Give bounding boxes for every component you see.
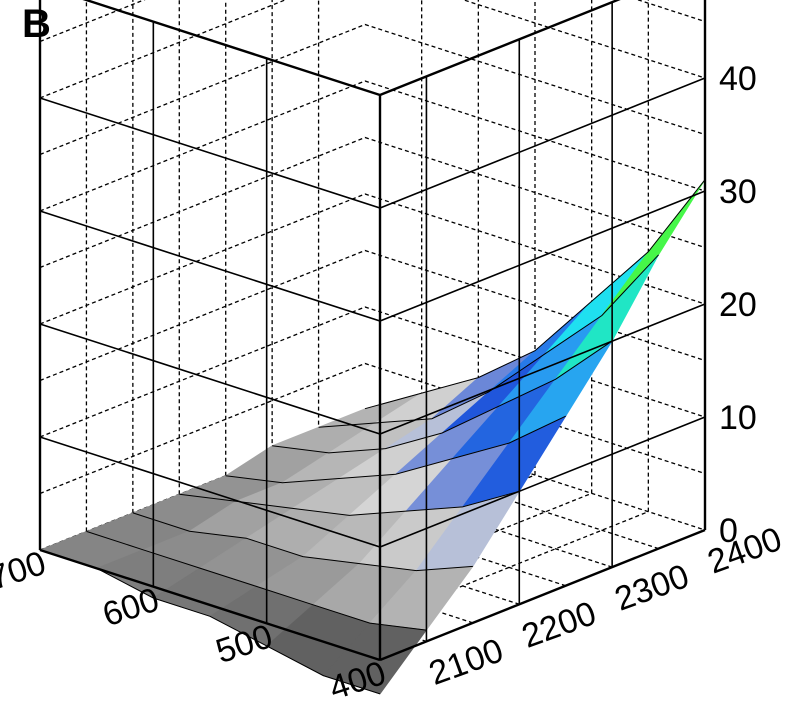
surface-patch [555, 254, 659, 380]
frame-edge [379, 528, 706, 662]
x-tick-label: 600 [98, 581, 164, 635]
y-tick-label: 2100 [424, 631, 508, 693]
z-tick-label: 10 [719, 399, 757, 437]
grid-line-z-solid [39, 77, 706, 209]
surface-mesh-line [364, 179, 706, 410]
surface-plot [38, 179, 706, 695]
grid-line-z [39, 23, 706, 156]
surface-mesh-line [318, 254, 659, 428]
frame-edge [82, 0, 381, 97]
axes-frame [38, 0, 707, 662]
surface-mesh-line [86, 530, 427, 631]
grid-line-z [39, 80, 706, 212]
z-tick-label: 0 [719, 512, 738, 550]
y-tick-label: 2200 [517, 594, 601, 656]
z-tick-label: 20 [719, 286, 757, 324]
surface-mesh-line [132, 512, 473, 572]
surface-mesh-line [272, 340, 613, 454]
tick-labels: 010203040504005006007002100220023002400 [0, 60, 787, 708]
x-tick-label: 500 [211, 617, 277, 671]
surface-mesh-line [225, 415, 566, 484]
grid-line-z [39, 0, 706, 99]
y-tick-label: 2300 [610, 557, 694, 619]
grid-line-z [39, 0, 706, 43]
frame-edge [379, 0, 621, 97]
z-tick-label: 40 [719, 60, 757, 98]
panel-label: B [22, 2, 51, 46]
grid-line-z [39, 136, 706, 269]
y-tick-label: 2400 [703, 520, 787, 582]
z-tick-label: 30 [719, 173, 757, 211]
surface-mesh-line [179, 490, 520, 516]
frame-edge [39, 548, 381, 662]
